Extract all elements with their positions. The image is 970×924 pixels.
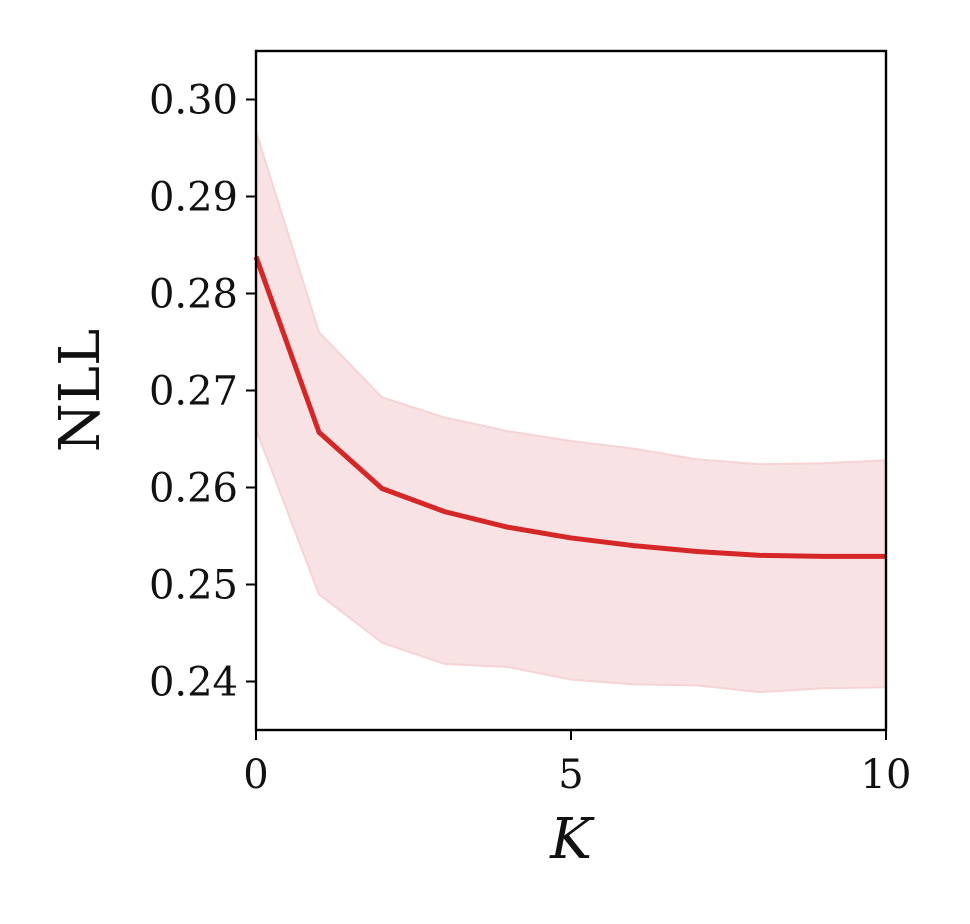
series-line-0: [253, 255, 886, 559]
x-tick-label: 10: [861, 752, 912, 798]
y-tick-label: 0.26: [149, 466, 238, 512]
series-band-0: [255, 131, 887, 694]
y-tick-label: 0.28: [149, 272, 238, 318]
band-layer: [255, 131, 887, 694]
y-tick-label: 0.29: [149, 175, 238, 221]
x-axis: 0 5 10: [243, 730, 911, 798]
x-axis-label: K: [549, 807, 595, 872]
y-axis-label: NLL: [48, 329, 113, 452]
x-tick-label: 5: [558, 752, 583, 798]
line-layer: [253, 255, 886, 559]
y-tick-label: 0.25: [149, 563, 238, 609]
y-tick-label: 0.24: [149, 660, 238, 706]
x-tick-label: 0: [243, 752, 268, 798]
y-axis: 0.24 0.25 0.26 0.27 0.28 0.29 0.30: [149, 78, 256, 706]
y-tick-label: 0.27: [149, 369, 238, 415]
y-tick-label: 0.30: [149, 78, 238, 124]
